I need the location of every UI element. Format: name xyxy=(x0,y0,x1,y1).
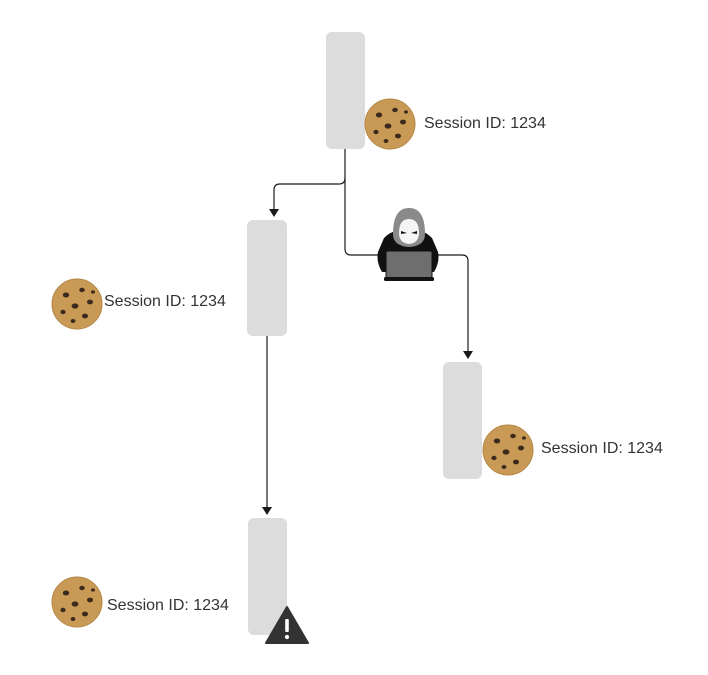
hacker-with-laptop-icon xyxy=(377,208,439,281)
session-id-label-bottom: Session ID: 1234 xyxy=(107,597,229,614)
node-right-mid xyxy=(443,362,482,479)
session-id-label-right-mid: Session ID: 1234 xyxy=(541,440,663,457)
node-left-mid xyxy=(247,220,287,336)
cookie-icon xyxy=(51,576,103,628)
cookie-icon xyxy=(51,278,103,330)
session-id-label-top: Session ID: 1234 xyxy=(424,115,546,132)
session-id-label-left-mid: Session ID: 1234 xyxy=(104,293,226,310)
cookie-icon xyxy=(364,98,416,150)
connector-top-to-left xyxy=(269,149,346,217)
node-top xyxy=(326,32,365,149)
cookie-icon xyxy=(482,424,534,476)
warning-triangle-icon xyxy=(265,606,309,644)
node-bottom xyxy=(248,518,287,635)
